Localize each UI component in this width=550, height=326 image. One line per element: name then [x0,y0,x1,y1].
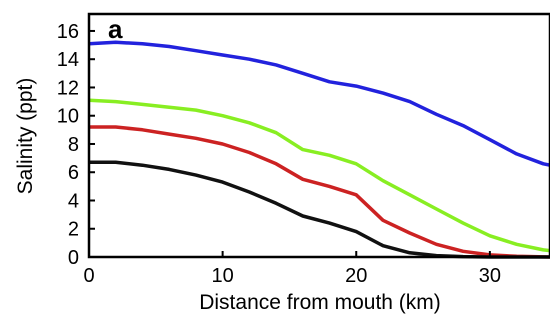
plot-frame [87,12,550,259]
x-axis-title: Distance from mouth (km) [199,291,441,314]
y-tick-label: 4 [68,190,79,212]
y-tick-label: 8 [68,134,79,156]
y-tick-label: 2 [68,219,79,241]
y-axis-ticks: 0 2 4 6 8 10 12 14 16 [57,21,95,269]
y-tick-label: 14 [57,49,79,71]
series-layer [88,40,550,259]
x-tick-label: 30 [479,265,501,287]
series-line-4 [89,160,550,259]
y-tick-label: 10 [57,106,79,128]
y-tick-label: 12 [57,77,79,99]
y-tick-label: 6 [68,162,79,184]
x-tick-label: 10 [211,265,233,287]
x-axis-ticks: 0 10 20 30 [83,251,501,287]
x-tick-label: 20 [345,265,367,287]
series-line-3 [89,125,550,259]
y-tick-label: 0 [68,247,79,269]
y-axis-title: Salinity (ppt) [14,78,37,195]
y-tick-label: 16 [57,21,79,43]
series-line-1 [88,40,550,167]
panel-label: a [108,14,123,44]
x-tick-label: 0 [83,265,94,287]
series-line-2 [88,98,550,253]
